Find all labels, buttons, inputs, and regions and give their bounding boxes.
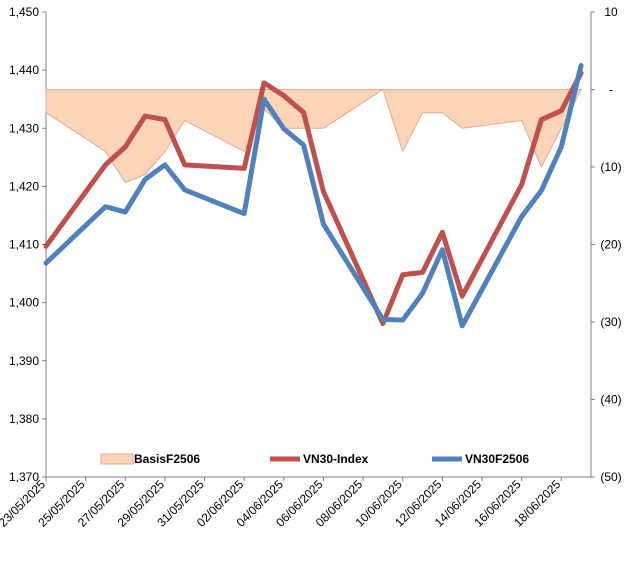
right-tick-label: 10 <box>604 5 618 19</box>
right-tick-label: (30) <box>600 315 621 329</box>
legend-label-VN30-Index: VN30-Index <box>303 452 369 466</box>
right-tick-label: (20) <box>600 238 621 252</box>
legend: BasisF2506 VN30-Index VN30F2506 <box>100 452 529 466</box>
left-tick-label: 1,390 <box>9 354 39 368</box>
right-tick-label: - <box>609 83 613 97</box>
left-tick-label: 1,430 <box>9 121 39 135</box>
left-tick-label: 1,450 <box>9 5 39 19</box>
series-area-BasisF2506 <box>45 88 582 184</box>
series-line-VN30-Index <box>43 70 584 327</box>
left-tick-label: 1,410 <box>9 238 39 252</box>
right-tick-label: (10) <box>600 160 621 174</box>
left-tick-label: 1,370 <box>9 470 39 484</box>
legend-label-VN30F2506: VN30F2506 <box>465 452 529 466</box>
legend-swatch-BasisF2506 <box>100 453 134 465</box>
left-tick-label: 1,380 <box>9 412 39 426</box>
left-tick-label: 1,440 <box>9 63 39 77</box>
area-layer <box>45 88 582 184</box>
line-layer <box>43 62 584 329</box>
left-tick-label: 1,400 <box>9 296 39 310</box>
left-tick-label: 1,420 <box>9 179 39 193</box>
right-tick-label: (40) <box>600 393 621 407</box>
axes-layer: 1,370 1,380 1,390 1,400 1,410 1,420 1,430 1,440… <box>0 5 622 530</box>
right-tick-label: (50) <box>600 470 621 484</box>
series-line-VN30F2506 <box>43 62 584 329</box>
legend-label-BasisF2506: BasisF2506 <box>134 452 200 466</box>
